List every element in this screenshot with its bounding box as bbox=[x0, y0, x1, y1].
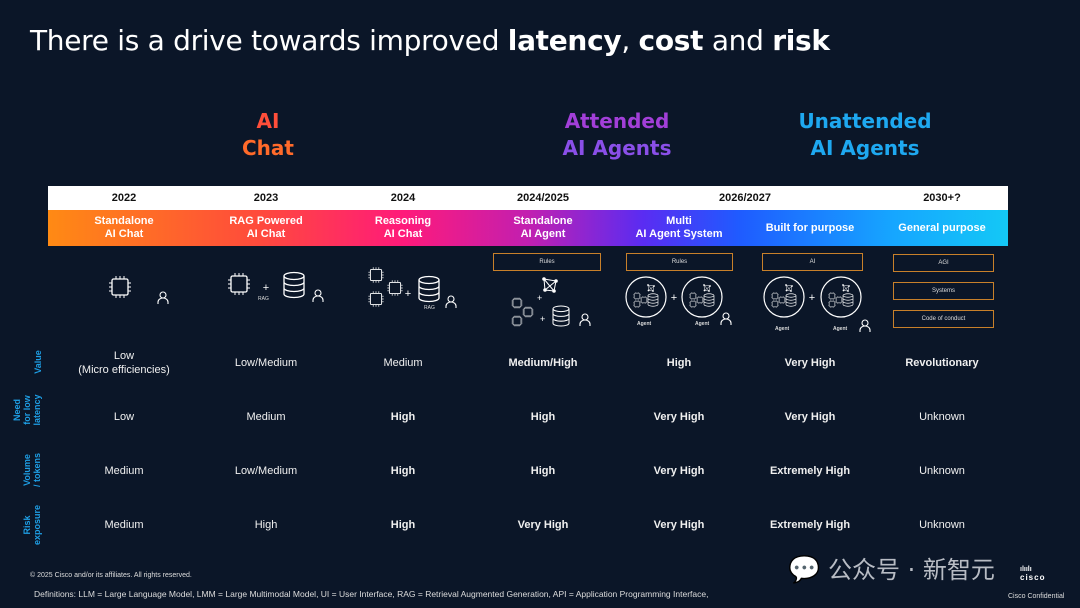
stage-label: General purpose bbox=[898, 221, 986, 234]
slide-title: There is a drive towards improved latenc… bbox=[30, 24, 830, 57]
svg-text:+: + bbox=[540, 314, 545, 324]
watermark: 💬 公众号 · 新智元 bbox=[788, 555, 995, 585]
grid-cell: Revolutionary bbox=[905, 357, 979, 369]
llm-chip-icon bbox=[108, 275, 132, 299]
grid-cell: Medium bbox=[104, 465, 144, 477]
grid-cell: Extremely High bbox=[769, 465, 851, 477]
rag-caption: RAG bbox=[258, 296, 269, 302]
grid-cell: High bbox=[530, 465, 556, 477]
year-label: 2024/2025 bbox=[517, 192, 569, 204]
illustration-icons: + + + + + + bbox=[108, 266, 871, 333]
stage-label: RAG Powered AI Chat bbox=[229, 215, 303, 240]
grid-cell: High bbox=[390, 519, 416, 531]
svg-text:+: + bbox=[809, 292, 815, 304]
row-label-value: Value bbox=[33, 350, 43, 374]
grid-cell: Medium/High bbox=[508, 357, 578, 369]
tools-network-icon bbox=[541, 276, 559, 294]
grid-cell: Very High bbox=[653, 519, 705, 531]
year-label: 2022 bbox=[111, 192, 137, 204]
agent-caption: Agent bbox=[695, 321, 710, 327]
grid-cell: High bbox=[390, 411, 416, 423]
year-label: 2030+? bbox=[923, 192, 961, 204]
grid-cell: Low (Micro efficiencies) bbox=[78, 350, 170, 376]
stage-bar: Standalone AI Chat RAG Powered AI Chat Rea… bbox=[48, 210, 1008, 246]
rag-database-icon bbox=[418, 275, 440, 303]
stage-label: Reasoning AI Chat bbox=[374, 215, 432, 240]
row-label-volume: Volume / tokens bbox=[22, 452, 42, 488]
stage-label: Multi AI Agent System bbox=[635, 215, 723, 240]
rag-caption: RAG bbox=[424, 305, 435, 311]
grid-cell: Medium bbox=[246, 411, 286, 423]
svg-text:+: + bbox=[537, 293, 542, 303]
plus-sign: + bbox=[263, 282, 269, 294]
grid-cell: Unknown bbox=[919, 519, 965, 531]
grid-cell: Very High bbox=[653, 411, 705, 423]
agi-box: AGI bbox=[893, 254, 994, 272]
svg-text:+: + bbox=[671, 292, 677, 304]
ai-box: AI bbox=[762, 253, 863, 271]
rag-database-icon bbox=[552, 305, 570, 327]
confidential-label: Cisco Confidential bbox=[1008, 593, 1065, 600]
year-label: 2023 bbox=[253, 192, 279, 204]
user-icon bbox=[579, 313, 591, 327]
copyright: © 2025 Cisco and/or its affiliates. All … bbox=[30, 572, 192, 579]
wechat-icon: 💬 bbox=[788, 555, 821, 585]
year-label: 2024 bbox=[390, 192, 416, 204]
grid-cell: Very High bbox=[653, 465, 705, 477]
grid-cell: Extremely High bbox=[769, 519, 851, 531]
user-icon bbox=[445, 295, 457, 309]
group-attended-agents: Attended AI Agents bbox=[562, 109, 672, 160]
definitions: Definitions: LLM = Large Language Model,… bbox=[34, 589, 709, 599]
rules-box: Rules bbox=[626, 253, 733, 271]
agent-caption: Agent bbox=[833, 326, 848, 332]
grid-cell: Unknown bbox=[919, 465, 965, 477]
grid-cell: Low/Medium bbox=[234, 357, 298, 369]
stage-label: Standalone AI Chat bbox=[94, 215, 154, 240]
code-of-conduct-box: Code of conduct bbox=[893, 310, 994, 328]
llm-chip-icon bbox=[227, 272, 251, 296]
grid-cell: High bbox=[666, 357, 692, 369]
rules-box: Rules bbox=[493, 253, 601, 271]
group-ai-chat: AI Chat bbox=[242, 109, 294, 160]
grid-cell: Very High bbox=[517, 519, 569, 531]
user-icon bbox=[720, 312, 732, 326]
grid-cell: Low/Medium bbox=[234, 465, 298, 477]
grid-cell: Very High bbox=[784, 411, 836, 423]
stage-label: Built for purpose bbox=[765, 221, 855, 234]
user-icon bbox=[312, 289, 324, 303]
grid-cell: Medium bbox=[383, 357, 423, 369]
systems-box: Systems bbox=[893, 282, 994, 300]
grid-cell: Very High bbox=[784, 357, 836, 369]
llm-chip-icon bbox=[511, 297, 534, 327]
row-label-risk: Risk exposure bbox=[22, 504, 42, 546]
cisco-logo: ılıılı cisco bbox=[1020, 566, 1046, 582]
llm-chip-icon bbox=[367, 266, 404, 308]
stage-label: Standalone AI Agent bbox=[513, 215, 573, 240]
grid-cell: Low bbox=[113, 411, 135, 423]
grid-cell: High bbox=[254, 519, 278, 531]
rag-database-icon bbox=[283, 271, 305, 299]
row-label-latency: Need for low latency bbox=[12, 394, 42, 426]
group-unattended-agents: Unattended AI Agents bbox=[798, 109, 932, 160]
grid-cell: High bbox=[390, 465, 416, 477]
agent-caption: Agent bbox=[637, 321, 652, 327]
year-bar: 2022 2023 2024 2024/2025 2026/2027 2030+… bbox=[48, 186, 1008, 210]
svg-text:+: + bbox=[405, 288, 411, 300]
user-icon bbox=[859, 319, 871, 333]
grid-cell: Unknown bbox=[919, 411, 965, 423]
grid-cell: High bbox=[530, 411, 556, 423]
grid-cell: Medium bbox=[104, 519, 144, 531]
agent-caption: Agent bbox=[775, 326, 790, 332]
year-label: 2026/2027 bbox=[719, 192, 771, 204]
user-icon bbox=[157, 291, 169, 305]
